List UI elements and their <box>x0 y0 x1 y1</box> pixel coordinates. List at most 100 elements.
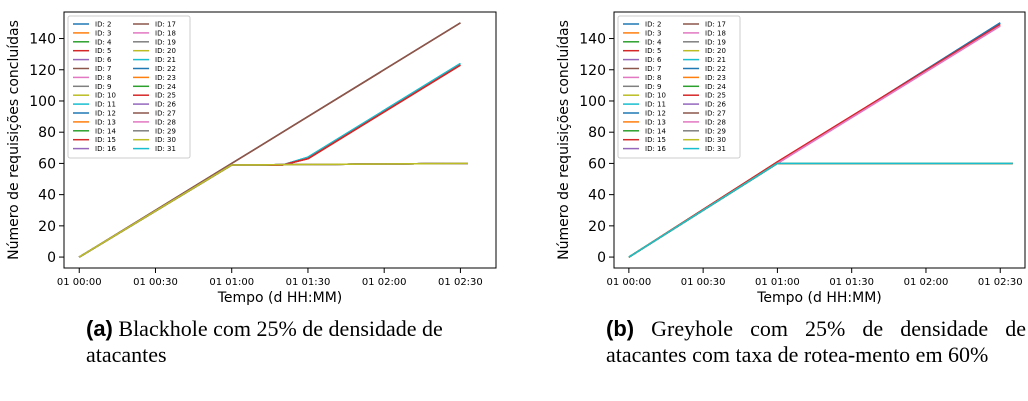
legend-label: ID: 7 <box>95 65 112 73</box>
legend-label: ID: 3 <box>645 29 662 37</box>
series-line-id21 <box>628 162 1013 258</box>
series-line-id17 <box>628 162 1013 258</box>
legend-label: ID: 15 <box>645 136 666 144</box>
legend-label: ID: 2 <box>95 21 112 29</box>
series-line-id13 <box>78 162 469 258</box>
legend-label: ID: 22 <box>155 65 176 73</box>
legend-label: ID: 23 <box>705 74 726 82</box>
series-line-id29 <box>78 162 469 258</box>
legend-label: ID: 2 <box>645 21 662 29</box>
x-tick-label: 01 00:00 <box>57 277 102 288</box>
legend-label: ID: 3 <box>95 29 112 37</box>
legend-label: ID: 11 <box>95 101 116 109</box>
x-tick-label: 01 01:30 <box>286 277 331 288</box>
series-line-id7 <box>628 162 1013 258</box>
legend-label: ID: 21 <box>155 56 176 64</box>
legend-label: ID: 30 <box>155 136 176 144</box>
series-line-id26 <box>628 162 1013 258</box>
legend-label: ID: 29 <box>155 127 176 135</box>
series-line-id26 <box>78 162 469 258</box>
legend-label: ID: 6 <box>645 56 662 64</box>
series-line-id4 <box>78 162 469 258</box>
legend-label: ID: 24 <box>155 83 176 91</box>
series-line-id23 <box>78 162 469 258</box>
x-tick-label: 01 02:30 <box>438 277 483 288</box>
legend-label: ID: 18 <box>155 29 176 37</box>
series-line-id3 <box>78 162 469 258</box>
legend-label: ID: 5 <box>95 47 112 55</box>
series-line-id9 <box>78 162 469 258</box>
legend-label: ID: 12 <box>645 110 666 118</box>
y-tick-label: 80 <box>588 125 606 141</box>
x-axis-label: Tempo (d HH:MM) <box>217 290 343 306</box>
series-line-id30 <box>78 162 469 258</box>
x-tick-label: 01 00:30 <box>133 277 178 288</box>
legend-label: ID: 8 <box>645 74 662 82</box>
x-tick-label: 01 02:00 <box>362 277 407 288</box>
series-lines <box>628 22 1013 258</box>
x-tick-label: 01 02:30 <box>978 277 1023 288</box>
legend-entries: ID: 2ID: 3ID: 4ID: 5ID: 6ID: 7ID: 8ID: 9… <box>73 21 176 153</box>
caption-a: (a) Blackhole com 25% de densidade de at… <box>86 316 506 368</box>
y-tick-label: 120 <box>579 63 606 79</box>
legend-label: ID: 14 <box>645 127 666 135</box>
plot-frame <box>63 11 497 269</box>
legend-label: ID: 21 <box>705 56 726 64</box>
series-line-id4 <box>628 162 1013 258</box>
y-tick-label: 80 <box>38 125 56 141</box>
series-line-id12 <box>78 162 469 258</box>
legend-label: ID: 27 <box>705 110 726 118</box>
legend-label: ID: 10 <box>645 92 666 100</box>
legend-label: ID: 15 <box>95 136 116 144</box>
caption-b: (b) Greyhole com 25% de densidade de ata… <box>606 316 1026 368</box>
legend-label: ID: 9 <box>95 83 112 91</box>
y-tick-label: 100 <box>29 94 56 110</box>
legend-label: ID: 5 <box>645 47 662 55</box>
x-tick-label: 01 02:00 <box>904 277 949 288</box>
series-line-id19 <box>78 162 469 258</box>
legend-label: ID: 9 <box>645 83 662 91</box>
legend-label: ID: 28 <box>155 118 176 126</box>
legend-label: ID: 19 <box>155 38 176 46</box>
legend-entries: ID: 2ID: 3ID: 4ID: 5ID: 6ID: 7ID: 8ID: 9… <box>623 21 726 153</box>
series-line-id28 <box>78 162 469 258</box>
caption-a-text: Blackhole com 25% de densidade de atacan… <box>86 316 443 367</box>
legend-label: ID: 31 <box>705 145 726 153</box>
series-line-id9 <box>628 162 1013 258</box>
legend-label: ID: 14 <box>95 127 116 135</box>
legend-label: ID: 23 <box>155 74 176 82</box>
legend <box>67 15 191 159</box>
series-line-id10 <box>628 162 1013 258</box>
x-tick-label: 01 01:00 <box>209 277 254 288</box>
legend-label: ID: 10 <box>95 92 116 100</box>
series-line-id10 <box>78 162 469 258</box>
series-line-id20 <box>628 162 1013 258</box>
legend-label: ID: 19 <box>705 38 726 46</box>
series-line-id20 <box>78 162 469 258</box>
y-tick-label: 0 <box>597 250 606 266</box>
legend-label: ID: 25 <box>705 92 726 100</box>
series-lines <box>78 22 469 258</box>
legend-label: ID: 26 <box>705 101 726 109</box>
y-tick-label: 120 <box>29 63 56 79</box>
series-line-id30 <box>628 162 1013 258</box>
plot-frame <box>613 11 1026 269</box>
caption-b-label: (b) <box>606 316 635 341</box>
x-axis-label: Tempo (d HH:MM) <box>756 290 882 306</box>
legend-label: ID: 26 <box>155 101 176 109</box>
legend-label: ID: 20 <box>155 47 176 55</box>
chart-a: 0 20 40 60 80 100 120 140 01 00:00 01 00:30 01 01:… <box>6 11 497 306</box>
series-line-id6 <box>628 162 1013 258</box>
caption-b-text: Greyhole com 25% de densidade de atacant… <box>606 316 1026 367</box>
series-line-id22 <box>78 162 469 258</box>
series-line-id14 <box>78 162 469 258</box>
series-line-id18 <box>78 162 469 258</box>
series-line-id13 <box>628 162 1013 258</box>
legend-label: ID: 24 <box>705 83 726 91</box>
y-tick-label: 20 <box>588 219 606 235</box>
y-tick-label: 60 <box>588 156 606 172</box>
legend-label: ID: 6 <box>95 56 112 64</box>
series-line-id23 <box>628 162 1013 258</box>
y-tick-label: 20 <box>38 219 56 235</box>
y-axis-label: Número de requisições concluídas <box>556 20 572 260</box>
